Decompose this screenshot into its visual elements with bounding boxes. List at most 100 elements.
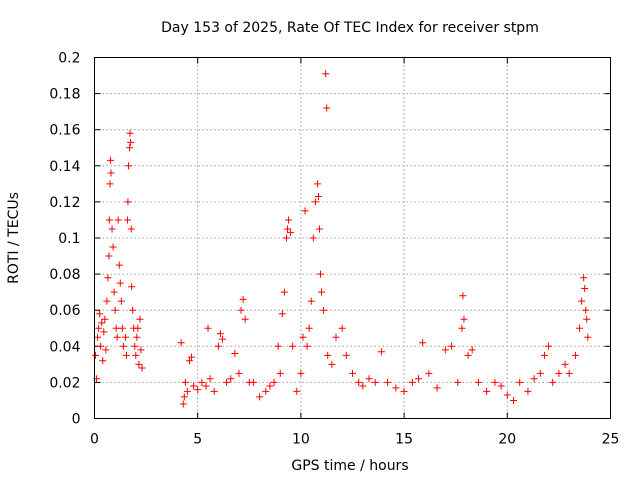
data-point [400,387,408,395]
data-point [460,315,468,323]
data-point [580,274,588,282]
data-point [317,270,325,278]
x-tick-label: 0 [90,432,99,448]
data-point [136,315,144,323]
data-point [104,274,112,282]
data-point [555,369,563,377]
x-tick-label: 20 [498,432,516,448]
data-point [468,346,476,354]
data-point [127,138,135,146]
data-point [97,342,105,350]
data-point [239,295,247,303]
x-tick-label: 25 [602,432,620,448]
data-point [133,333,141,341]
data-point [102,346,110,354]
data-point [314,192,322,200]
data-point [109,243,117,251]
data-point [415,375,423,383]
data-point [565,369,573,377]
y-tick-label: 0.2 [58,51,80,67]
data-point [359,382,367,390]
data-point [371,378,379,386]
data-point [118,324,126,332]
data-point [299,333,307,341]
data-point [256,393,264,401]
grid [94,57,611,419]
x-tick-label: 15 [395,432,413,448]
data-point [549,378,557,386]
axis-ticks: 0 0.02 0.04 0.06 0.08 0.1 0.12 0.14 0.16 0.18 0.2 0… [49,51,619,448]
data-point [323,104,331,112]
data-point [516,378,524,386]
data-point [342,351,350,359]
data-point [124,198,132,206]
data-point [270,378,278,386]
data-point [365,375,373,383]
data-point [119,342,127,350]
y-tick-label: 0.16 [49,123,80,139]
data-point [459,292,467,300]
data-point [122,351,130,359]
data-point [198,378,206,386]
data-point [188,353,196,361]
y-tick-label: 0 [72,412,81,428]
data-point [128,283,136,291]
data-point [318,288,326,296]
data-point [181,378,189,386]
data-point [227,375,235,383]
data-point [583,315,591,323]
data-point [135,360,143,368]
data-point [206,375,214,383]
data-point [249,378,257,386]
data-point [112,324,120,332]
data-point [241,315,249,323]
data-point [183,387,191,395]
data-point [237,306,245,314]
data-point [384,378,392,386]
data-point [185,357,193,365]
data-point [266,382,274,390]
data-point [204,324,212,332]
data-point [458,324,466,332]
data-point [194,386,202,394]
data-point [105,216,113,224]
data-point [582,306,590,314]
chart-title: Day 153 of 2025, Rate Of TEC Index for r… [161,20,539,36]
x-tick-label: 5 [193,432,202,448]
data-point [307,297,315,305]
data-point [117,297,125,305]
data-point [274,342,282,350]
data-point [216,330,224,338]
data-point [115,261,123,269]
data-point [131,342,139,350]
data-point [441,346,449,354]
data-point [324,351,332,359]
data-point [448,342,456,350]
data-point [129,306,137,314]
data-point [231,350,239,358]
data-point [571,351,579,359]
data-point [433,384,441,392]
data-point [289,342,297,350]
data-point [106,180,114,188]
data-point [425,369,433,377]
data-point [99,357,107,365]
data-point [280,288,288,296]
y-tick-label: 0.14 [49,159,80,175]
x-tick-label: 10 [292,432,310,448]
data-point [177,339,185,347]
data-point [124,216,132,224]
data-point [419,339,427,347]
y-tick-label: 0.1 [58,231,80,247]
data-point [561,360,569,368]
data-point [338,324,346,332]
data-point [332,333,340,341]
data-point [584,333,592,341]
data-point [454,378,462,386]
data-points [92,70,592,408]
data-point [392,384,400,392]
data-point [107,156,115,164]
data-point [540,351,548,359]
data-point [305,324,313,332]
